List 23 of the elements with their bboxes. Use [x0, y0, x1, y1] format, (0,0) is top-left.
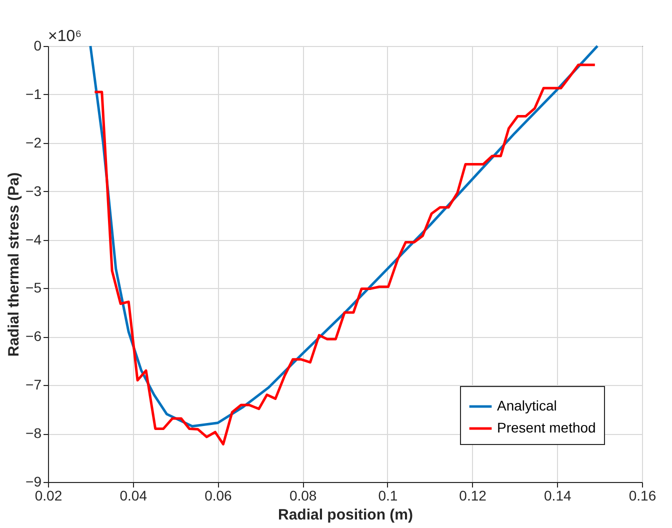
y-tick-label: −1: [26, 86, 42, 102]
x-tick-label: 0.12: [459, 488, 487, 504]
legend-label: Analytical: [497, 398, 557, 414]
y-axis-title: Radial thermal stress (Pa): [6, 172, 23, 357]
x-tick-label: 0.16: [628, 488, 656, 504]
y-tick-label: −8: [26, 425, 42, 442]
text: ×10⁶: [48, 28, 82, 45]
x-tick-label: 0.14: [544, 488, 572, 504]
x-tick-label: 0.06: [204, 488, 232, 504]
x-tick-label: 0.1: [378, 488, 398, 504]
y-tick-label: 0: [34, 38, 42, 54]
x-tick-label: 0.08: [289, 488, 317, 504]
y-tick-label: −9: [26, 474, 42, 490]
legend-label: Present method: [497, 420, 596, 436]
x-tick-label: 0.04: [120, 488, 148, 504]
y-tick-label: −3: [26, 182, 42, 199]
y-tick-label: −2: [26, 134, 42, 150]
y-tick-label: −7: [26, 376, 42, 393]
x-axis-title: Radial position (m): [278, 506, 414, 524]
y-tick-label: −6: [26, 328, 42, 344]
y-tick-label: −5: [26, 280, 42, 296]
x-tick-label: 0.02: [34, 488, 62, 504]
y-tick-label: −4: [26, 231, 42, 248]
